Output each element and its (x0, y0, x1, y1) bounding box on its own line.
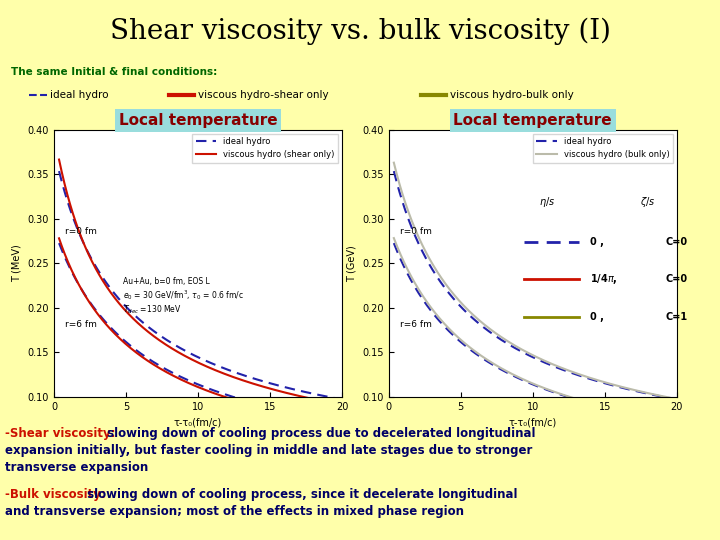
Text: -Bulk viscosity:: -Bulk viscosity: (5, 488, 106, 501)
X-axis label: τ-τ₀(fm/c): τ-τ₀(fm/c) (174, 417, 222, 427)
Legend: ideal hydro, viscous hydro (shear only): ideal hydro, viscous hydro (shear only) (192, 134, 338, 163)
Text: r=6 fm: r=6 fm (400, 320, 431, 329)
Text: Au+Au, b=0 fm, EOS L
$e_0$ = 30 GeV/fm$^3$, $\tau_0$ = 0.6 fm/c
$T_{dec}$ =130 M: Au+Au, b=0 fm, EOS L $e_0$ = 30 GeV/fm$^… (123, 276, 244, 316)
Text: viscous hydro-shear only: viscous hydro-shear only (198, 90, 328, 100)
Y-axis label: T (GeV): T (GeV) (347, 245, 356, 282)
Text: Local temperature: Local temperature (119, 113, 277, 129)
Text: 1/4$\pi$,: 1/4$\pi$, (590, 272, 618, 286)
Y-axis label: T (MeV): T (MeV) (12, 245, 22, 282)
Text: r=6 fm: r=6 fm (65, 320, 96, 329)
Legend: ideal hydro, viscous hydro (bulk only): ideal hydro, viscous hydro (bulk only) (533, 134, 672, 163)
Text: and transverse expansion; most of the effects in mixed phase region: and transverse expansion; most of the ef… (5, 505, 464, 518)
Text: viscous hydro-bulk only: viscous hydro-bulk only (450, 90, 574, 100)
Text: C=0: C=0 (665, 274, 688, 284)
Text: slowing down of cooling process due to decelerated longitudinal: slowing down of cooling process due to d… (103, 427, 536, 440)
X-axis label: τ-τ₀(fm/c): τ-τ₀(fm/c) (508, 417, 557, 427)
Text: $\eta/s$: $\eta/s$ (539, 195, 555, 209)
Text: transverse expansion: transverse expansion (5, 461, 148, 474)
Text: slowing down of cooling process, since it decelerate longitudinal: slowing down of cooling process, since i… (83, 488, 518, 501)
Text: -Shear viscosity:: -Shear viscosity: (5, 427, 115, 440)
Text: 0 ,: 0 , (590, 312, 604, 322)
Text: Local temperature: Local temperature (454, 113, 612, 129)
Text: $\zeta/s$: $\zeta/s$ (640, 195, 656, 209)
Text: expansion initially, but faster cooling in middle and late stages due to stronge: expansion initially, but faster cooling … (5, 444, 532, 457)
Text: C=0: C=0 (665, 237, 688, 247)
Text: r=0 fm: r=0 fm (400, 227, 431, 236)
Text: 0 ,: 0 , (590, 237, 604, 247)
Text: Shear viscosity vs. bulk viscosity (I): Shear viscosity vs. bulk viscosity (I) (109, 17, 611, 45)
Text: C=1: C=1 (665, 312, 688, 322)
Text: The same Initial & final conditions:: The same Initial & final conditions: (11, 67, 217, 77)
Text: ideal hydro: ideal hydro (50, 90, 109, 100)
Text: r=0 fm: r=0 fm (65, 227, 96, 236)
